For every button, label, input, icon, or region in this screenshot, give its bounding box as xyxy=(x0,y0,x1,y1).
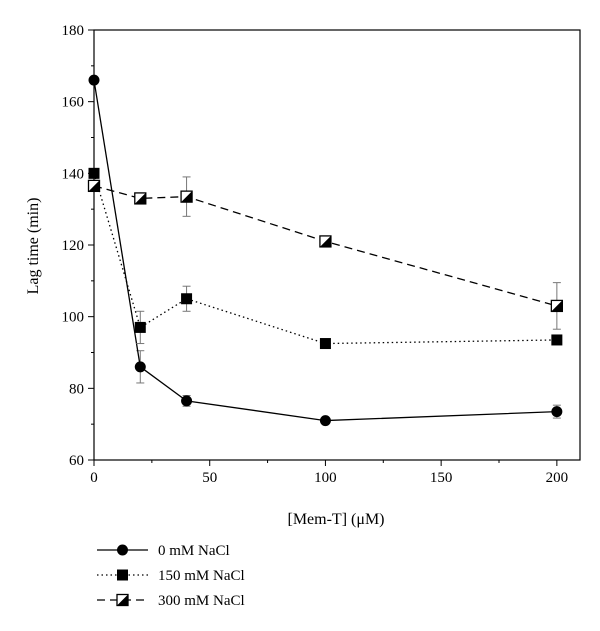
marker-fill xyxy=(117,594,128,606)
x-tick-label: 200 xyxy=(546,470,569,486)
series-line xyxy=(93,173,557,345)
marker-fill xyxy=(134,192,146,204)
legend-item: 150 mM NaCl xyxy=(97,568,245,584)
legend-marker xyxy=(117,544,128,556)
legend-label: 300 mM NaCl xyxy=(158,593,245,609)
data-point xyxy=(319,235,332,248)
series-0 xyxy=(88,74,563,427)
data-point xyxy=(87,179,101,193)
series-line xyxy=(93,80,557,422)
y-tick-label: 160 xyxy=(62,95,85,111)
marker-fill xyxy=(88,180,100,192)
y-axis: 60 80 100 120 140 160 180 xyxy=(62,23,94,469)
y-tick-label: 120 xyxy=(62,238,85,254)
legend-marker xyxy=(116,593,129,607)
data-point xyxy=(88,74,100,86)
data-point xyxy=(181,293,193,305)
data-point xyxy=(181,395,193,407)
data-point xyxy=(551,334,563,346)
series-1 xyxy=(88,167,563,350)
series-2 xyxy=(87,176,564,330)
y-tick-label: 60 xyxy=(69,453,84,469)
x-axis: 0 50 100 150 200 xyxy=(90,460,568,486)
data-point xyxy=(134,192,147,205)
x-tick-label: 0 xyxy=(90,470,98,486)
marker-fill xyxy=(319,235,331,247)
x-tick-label: 100 xyxy=(314,470,337,486)
legend-marker xyxy=(117,569,128,581)
data-point xyxy=(550,299,564,313)
data-point xyxy=(319,338,331,350)
legend-item: 0 mM NaCl xyxy=(97,543,230,559)
data-point xyxy=(180,190,193,203)
data-point xyxy=(551,406,563,418)
data-point xyxy=(134,321,146,333)
marker-fill xyxy=(551,300,563,312)
data-point xyxy=(134,361,146,373)
y-tick-label: 80 xyxy=(69,381,84,397)
legend-label: 150 mM NaCl xyxy=(158,568,245,584)
data-point xyxy=(88,167,100,179)
y-axis-title: Lag time (min) xyxy=(25,198,42,295)
data-point xyxy=(319,415,331,427)
series-layer xyxy=(87,74,564,427)
x-axis-title: [Mem-T] (μM) xyxy=(288,511,385,528)
legend-label: 0 mM NaCl xyxy=(158,543,230,559)
legend-item: 300 mM NaCl xyxy=(97,593,245,609)
x-tick-label: 150 xyxy=(430,470,453,486)
y-tick-label: 180 xyxy=(62,23,85,39)
y-tick-label: 140 xyxy=(62,166,85,182)
legend: 0 mM NaCl 150 mM NaCl 300 mM NaCl xyxy=(97,543,245,609)
x-tick-label: 50 xyxy=(202,470,217,486)
y-tick-label: 100 xyxy=(62,310,85,326)
marker-fill xyxy=(181,191,193,203)
